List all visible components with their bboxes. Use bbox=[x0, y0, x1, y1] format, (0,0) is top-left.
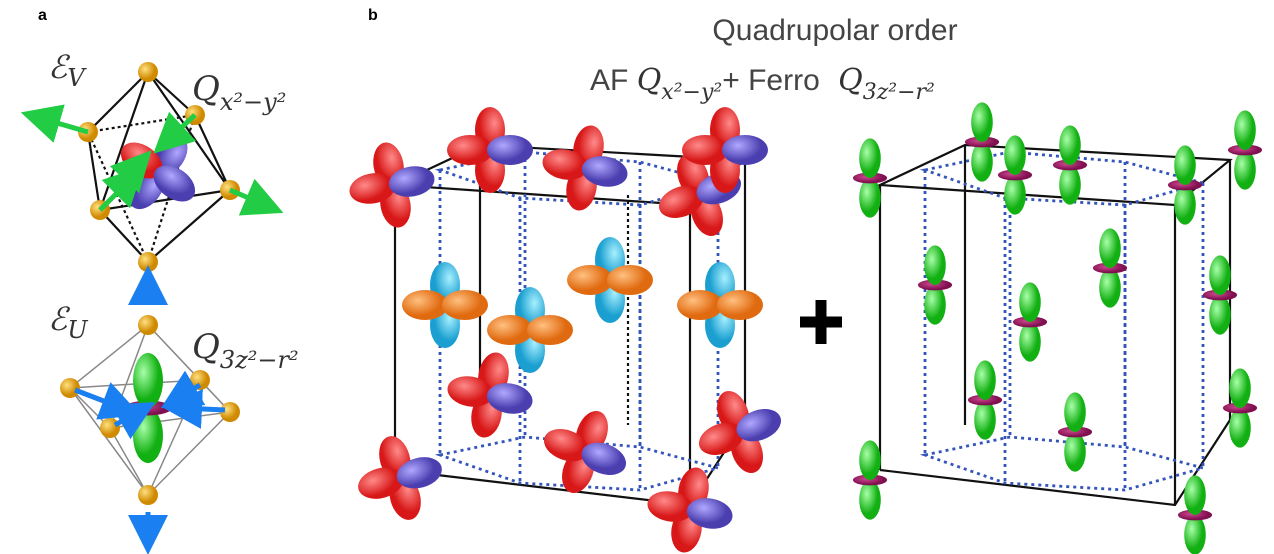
symbol: Q bbox=[637, 63, 662, 98]
lobe bbox=[487, 135, 533, 165]
orbital bbox=[1053, 125, 1087, 204]
plus-sign bbox=[800, 300, 842, 344]
lobe bbox=[971, 142, 993, 182]
orbital bbox=[853, 440, 887, 519]
panel-label: b bbox=[368, 7, 378, 24]
lobe bbox=[1174, 185, 1196, 225]
lobe bbox=[1209, 295, 1231, 335]
orbital bbox=[1013, 282, 1047, 361]
lobe bbox=[1174, 145, 1196, 185]
orbital bbox=[853, 138, 887, 217]
operator-label: Q3z²−r² bbox=[192, 327, 299, 374]
orbital bbox=[402, 262, 488, 348]
orbital bbox=[1228, 110, 1262, 189]
lobe bbox=[567, 265, 613, 295]
lobe bbox=[971, 102, 993, 142]
lobe bbox=[1004, 175, 1026, 215]
lobe bbox=[442, 290, 488, 320]
lobe bbox=[447, 135, 493, 165]
lobe bbox=[1209, 255, 1231, 295]
lobe bbox=[924, 245, 946, 285]
operator-label: Qx²−y² bbox=[192, 69, 286, 116]
orbital bbox=[1223, 368, 1257, 447]
orbital bbox=[918, 245, 952, 324]
subscript: V bbox=[67, 64, 87, 92]
orbital bbox=[539, 406, 630, 497]
mode-label: ℰU bbox=[48, 300, 88, 344]
atom bbox=[60, 378, 80, 398]
lobe bbox=[1019, 282, 1041, 322]
orbital bbox=[968, 360, 1002, 439]
arrow bbox=[115, 412, 138, 425]
orbital bbox=[1203, 255, 1237, 334]
atom bbox=[138, 485, 158, 505]
orbital bbox=[347, 140, 437, 230]
subscript: U bbox=[67, 316, 88, 344]
orbital bbox=[447, 107, 533, 193]
lobe bbox=[527, 315, 573, 345]
atom bbox=[138, 315, 158, 335]
lobe bbox=[1059, 165, 1081, 205]
lobe bbox=[1184, 475, 1206, 515]
symbol: Q bbox=[192, 69, 220, 109]
arrow bbox=[178, 385, 200, 398]
cell-edge bbox=[925, 437, 1203, 490]
lobe bbox=[974, 360, 996, 400]
arrow bbox=[40, 118, 88, 132]
lobe bbox=[1004, 135, 1026, 175]
mode-label: ℰV bbox=[48, 48, 87, 92]
lobe bbox=[1019, 322, 1041, 362]
lobe bbox=[1099, 268, 1121, 308]
lobe bbox=[717, 290, 763, 320]
orbital bbox=[114, 128, 202, 216]
subscript: x²−y² bbox=[661, 80, 722, 105]
lobe bbox=[133, 353, 163, 408]
subscript: 3z²−r² bbox=[220, 346, 299, 374]
orbital bbox=[1058, 392, 1092, 471]
page: {"panel_a": {"label": "a", "top": {"mode… bbox=[0, 0, 1274, 554]
body: a b ℰV Qx²−y² ℰU Q3z²−r² Quadrupolar ord… bbox=[0, 0, 1274, 554]
subtitle: AF Qx²−y²+ Ferro Q3z²−r² bbox=[590, 63, 935, 105]
symbol: Q bbox=[838, 63, 863, 98]
lobe bbox=[682, 135, 728, 165]
orbital bbox=[1178, 475, 1212, 554]
lobe bbox=[1064, 392, 1086, 432]
lobe bbox=[1229, 408, 1251, 448]
lobe bbox=[133, 408, 163, 463]
lobe bbox=[402, 290, 448, 320]
lobe bbox=[1229, 368, 1251, 408]
lobe bbox=[1064, 432, 1086, 472]
ferro-prefix: + Ferro bbox=[722, 64, 820, 97]
lobe bbox=[1234, 150, 1256, 190]
orbital bbox=[694, 386, 785, 477]
lobe bbox=[607, 265, 653, 295]
lobe bbox=[859, 480, 881, 520]
atom bbox=[138, 62, 158, 82]
orbital bbox=[965, 102, 999, 181]
lobe bbox=[974, 400, 996, 440]
lobe bbox=[487, 315, 533, 345]
subscript: x²−y² bbox=[220, 88, 286, 116]
title: Quadrupolar order bbox=[712, 14, 957, 47]
arrow bbox=[182, 408, 225, 410]
orbital bbox=[355, 433, 446, 524]
panel-label: a bbox=[38, 7, 47, 24]
atom bbox=[138, 252, 158, 272]
orbital bbox=[645, 465, 735, 554]
subscript: 3z²−r² bbox=[863, 80, 935, 105]
lobe bbox=[1234, 110, 1256, 150]
lobe bbox=[1184, 515, 1206, 554]
lobe bbox=[722, 135, 768, 165]
af-prefix: AF bbox=[590, 64, 628, 97]
lobe bbox=[1099, 228, 1121, 268]
lobe bbox=[677, 290, 723, 320]
lobe bbox=[859, 178, 881, 218]
symbol: Q bbox=[192, 327, 220, 367]
lobe bbox=[859, 440, 881, 480]
figure: a b ℰV Qx²−y² ℰU Q3z²−r² Quadrupolar ord… bbox=[0, 0, 1274, 554]
lobe bbox=[1059, 125, 1081, 165]
lobe bbox=[859, 138, 881, 178]
orbital bbox=[1093, 228, 1127, 307]
lobe bbox=[924, 285, 946, 325]
